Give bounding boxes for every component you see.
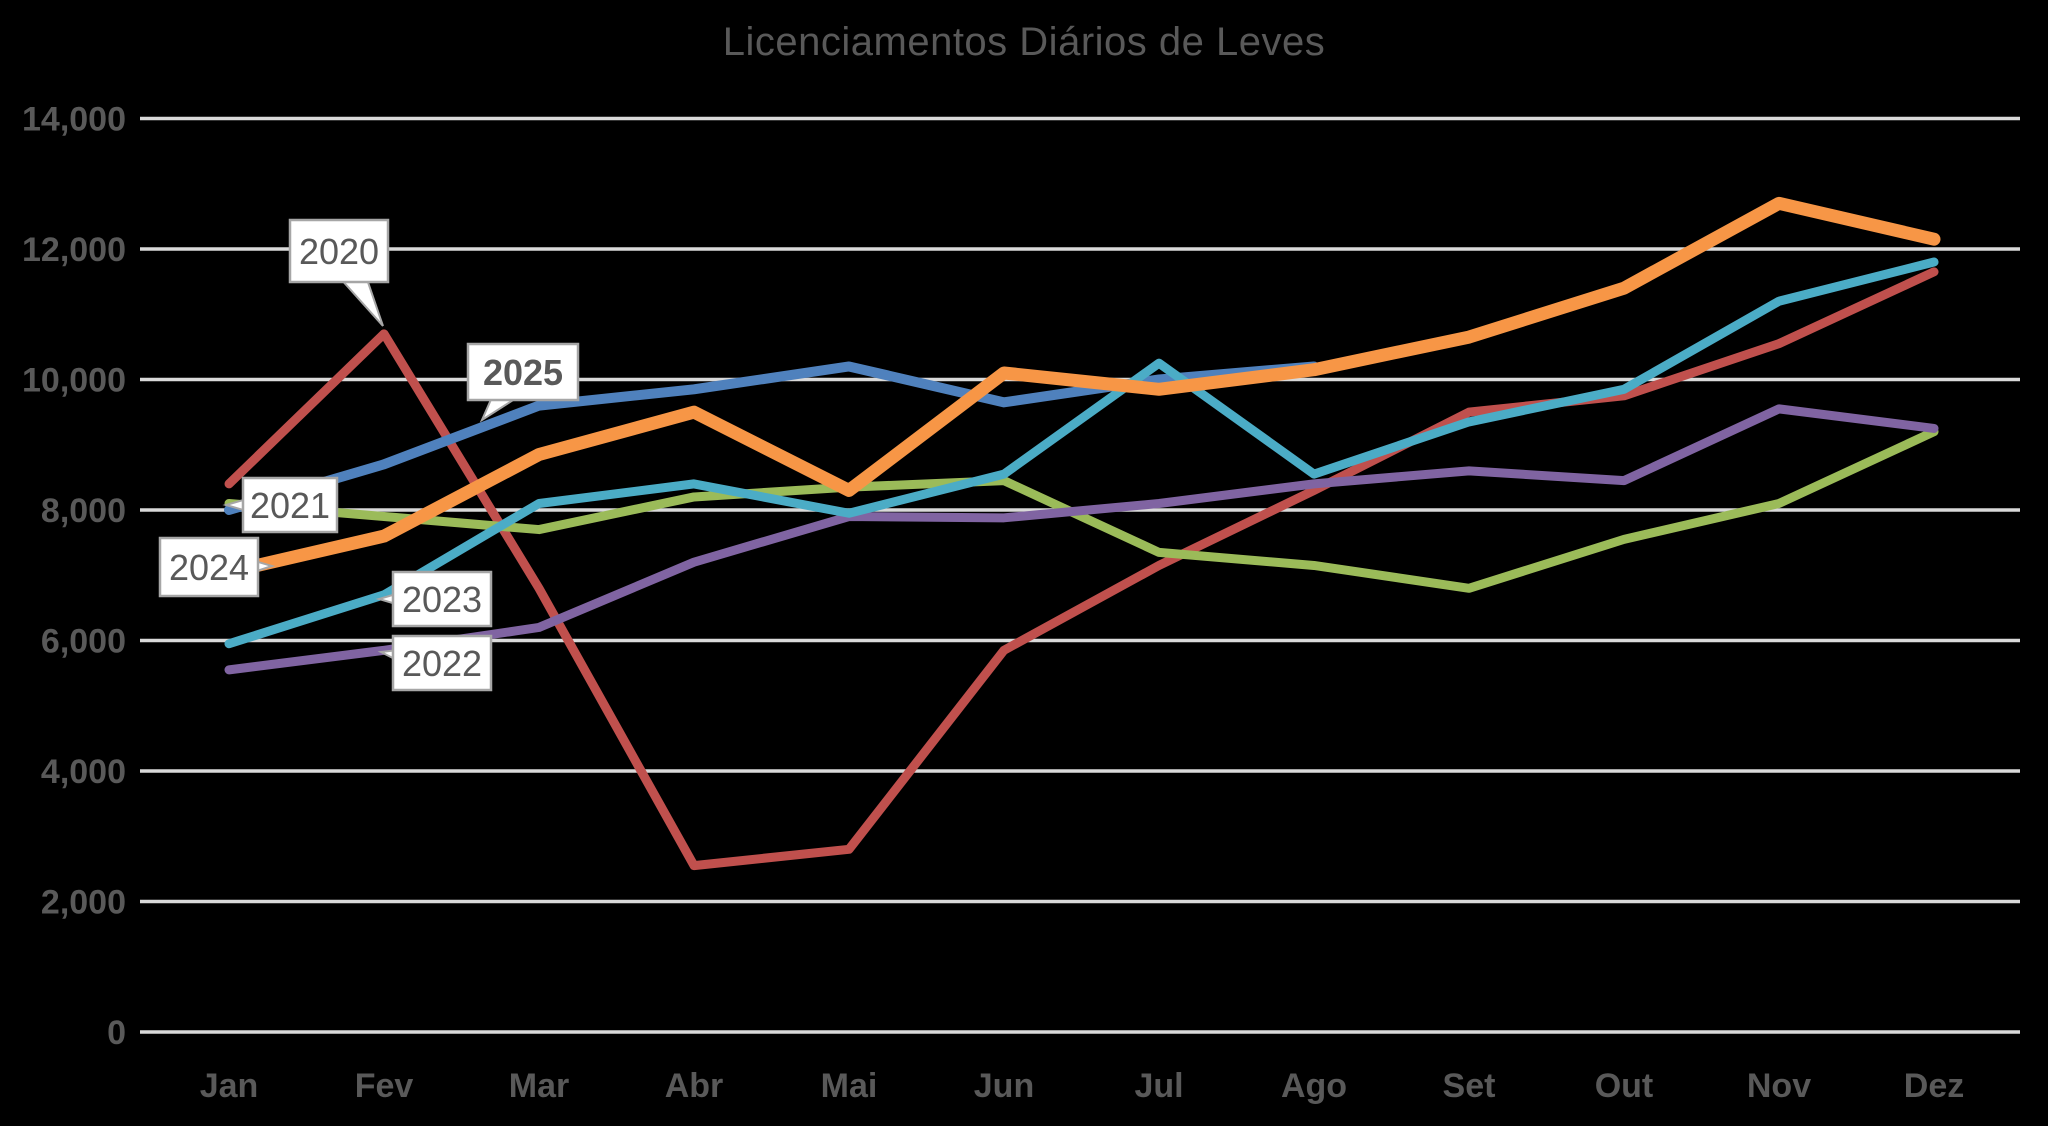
callout-2025: 2025 <box>466 342 580 423</box>
callout-box <box>466 342 580 402</box>
callout-2024: 2024 <box>158 536 276 598</box>
callout-box <box>241 476 339 534</box>
callout-label: 2025 <box>483 352 563 393</box>
x-tick-label-set: Set <box>1443 1067 1496 1105</box>
y-tick-label: 14,000 <box>22 101 126 139</box>
x-tick-label-mai: Mai <box>821 1067 878 1105</box>
x-tick-label-fev: Fev <box>355 1067 414 1105</box>
x-tick-label-jun: Jun <box>974 1067 1034 1105</box>
x-tick-label-jan: Jan <box>200 1067 259 1105</box>
series-line-2024 <box>222 196 1941 579</box>
series-line-2021 <box>224 427 1939 593</box>
callout-box <box>158 536 260 598</box>
x-tick-label-dez: Dez <box>1904 1067 1964 1105</box>
x-tick-label-ago: Ago <box>1281 1067 1347 1105</box>
x-tick-label-abr: Abr <box>665 1067 724 1105</box>
series-line-2022 <box>224 404 1939 675</box>
callout-2021: 2021 <box>222 476 339 534</box>
callout-2020: 2020 <box>288 218 390 327</box>
y-tick-label: 12,000 <box>22 231 126 269</box>
callout-box <box>288 218 390 284</box>
callout-label: 2020 <box>299 231 379 272</box>
callout-label: 2023 <box>402 579 482 620</box>
y-tick-label: 8,000 <box>41 492 126 530</box>
callout-2022: 2022 <box>377 634 493 692</box>
series-line-2020 <box>224 267 1939 871</box>
callout-box <box>391 634 493 692</box>
chart-title: Licenciamentos Diários de Leves <box>722 20 1326 64</box>
y-tick-label: 0 <box>107 1014 126 1052</box>
callout-label: 2022 <box>402 643 482 684</box>
series-line-2023 <box>224 257 1939 649</box>
y-tick-label: 10,000 <box>22 362 126 400</box>
callout-box <box>391 570 493 628</box>
x-tick-label-nov: Nov <box>1747 1067 1811 1105</box>
callout-2023: 2023 <box>375 570 493 628</box>
y-tick-label: 2,000 <box>41 884 126 922</box>
y-tick-label: 4,000 <box>41 753 126 791</box>
x-tick-label-mar: Mar <box>509 1067 569 1105</box>
y-tick-label: 6,000 <box>41 623 126 661</box>
x-tick-label-jul: Jul <box>1134 1067 1183 1105</box>
x-tick-label-out: Out <box>1595 1067 1654 1105</box>
callout-label: 2024 <box>169 547 249 588</box>
callout-label: 2021 <box>250 485 330 526</box>
